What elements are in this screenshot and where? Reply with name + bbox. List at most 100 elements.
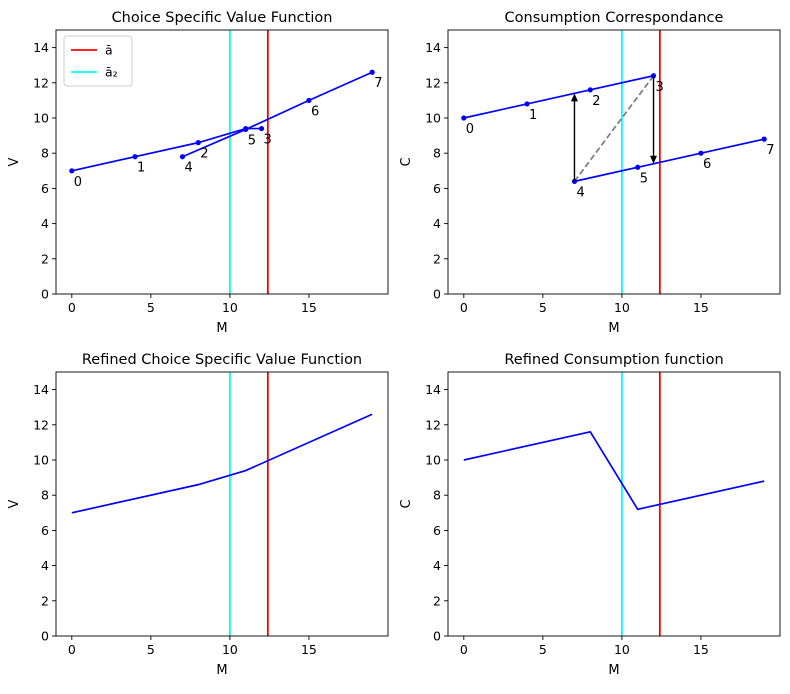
y-tick-label: 4 (41, 216, 49, 231)
legend: ā ā₂ (63, 35, 133, 87)
axes-frame (55, 29, 389, 295)
chart-title: Consumption Correspondance (505, 10, 724, 26)
plot-area: 0 1 2 3 4 5 6 7 (461, 30, 774, 294)
series-line-1 (463, 74, 654, 119)
y-tick-label: 2 (433, 593, 441, 608)
point-label: 7 (766, 143, 774, 158)
y-tick-label: 8 (433, 146, 441, 161)
chart-title: Refined Choice Specific Value Function (82, 352, 362, 368)
data-point (369, 69, 375, 75)
y-tick-label: 8 (41, 146, 49, 161)
y-tick-label: 2 (433, 251, 441, 266)
legend-label: ā₂ (105, 65, 118, 80)
legend-label: ā (105, 43, 113, 58)
data-point (179, 154, 186, 160)
x-tick-label: 15 (693, 300, 709, 315)
y-tick-label: 0 (41, 287, 49, 302)
x-tick-label: 5 (147, 300, 155, 315)
y-tick-label: 0 (41, 629, 49, 644)
y-tick-label: 6 (433, 181, 441, 196)
point-label: 1 (137, 161, 145, 176)
x-tick-label: 5 (147, 642, 155, 657)
point-label: 6 (311, 104, 319, 119)
data-point (132, 154, 138, 160)
x-tick-label: 5 (539, 642, 547, 657)
x-tick-label: 15 (301, 300, 317, 315)
data-point (306, 97, 312, 103)
point-label: 6 (703, 157, 711, 172)
data-point (587, 87, 593, 93)
data-point (635, 164, 641, 170)
y-tick-label: 4 (41, 558, 49, 573)
point-label: 0 (466, 122, 474, 137)
series-line-2 (182, 71, 373, 158)
y-tick-label: 2 (41, 593, 49, 608)
x-tick-label: 15 (301, 642, 317, 657)
y-tick-label: 10 (33, 111, 49, 126)
x-axis-label: M (216, 663, 227, 678)
y-tick-label: 8 (41, 488, 49, 503)
x-tick-label: 15 (693, 642, 709, 657)
point-label: 3 (264, 133, 272, 148)
chart-panel-3: Refined Choice Specific Value Function 0 5… (7, 352, 389, 678)
chart-title: Choice Specific Value Function (112, 10, 333, 26)
data-point (524, 101, 530, 107)
dashed-connector (573, 75, 655, 182)
data-point (69, 168, 75, 174)
point-label: 4 (576, 185, 584, 200)
y-tick-label: 14 (33, 40, 49, 55)
y-tick-label: 14 (425, 40, 441, 55)
point-label: 3 (656, 80, 664, 95)
y-tick-label: 4 (433, 558, 441, 573)
chart-panel-4: Refined Consumption function 0 5 10 15 0 2 4 6 8 1… (399, 352, 781, 678)
x-tick-label: 0 (68, 642, 76, 657)
plot-area (463, 372, 765, 636)
x-axis-label: M (216, 321, 227, 336)
series-line-1 (71, 413, 373, 514)
y-axis-label: V (7, 157, 22, 166)
x-tick-label: 10 (614, 300, 630, 315)
y-tick-label: 10 (425, 111, 441, 126)
x-tick-label: 10 (222, 642, 238, 657)
y-axis-label: V (7, 499, 22, 508)
y-tick-label: 12 (425, 75, 441, 90)
axes-frame (55, 371, 389, 637)
x-tick-label: 0 (460, 642, 468, 657)
data-point (461, 115, 467, 121)
point-label: 2 (592, 94, 600, 109)
y-tick-label: 12 (425, 417, 441, 432)
data-point (698, 150, 704, 156)
y-tick-label: 12 (33, 75, 49, 90)
y-tick-label: 4 (433, 216, 441, 231)
x-axis-label: M (608, 321, 619, 336)
plot-area (71, 372, 373, 636)
y-tick-label: 6 (41, 523, 49, 538)
y-tick-label: 14 (33, 382, 49, 397)
x-tick-label: 0 (460, 300, 468, 315)
y-axis-label: C (399, 157, 414, 166)
y-tick-label: 12 (33, 417, 49, 432)
y-tick-label: 10 (33, 453, 49, 468)
y-tick-label: 14 (425, 382, 441, 397)
y-tick-label: 2 (41, 251, 49, 266)
data-point (243, 126, 249, 133)
y-tick-label: 6 (433, 523, 441, 538)
point-label: 1 (529, 108, 537, 123)
x-tick-label: 10 (614, 642, 630, 657)
y-tick-label: 8 (433, 488, 441, 503)
y-tick-label: 0 (433, 287, 441, 302)
series-line-2 (574, 138, 765, 183)
point-label: 0 (74, 175, 82, 190)
data-point (195, 140, 201, 146)
point-label: 5 (248, 133, 256, 148)
axes-frame (447, 371, 781, 637)
axes-frame (447, 29, 781, 295)
x-tick-label: 5 (539, 300, 547, 315)
x-tick-label: 10 (222, 300, 238, 315)
y-tick-label: 10 (425, 453, 441, 468)
y-tick-label: 0 (433, 629, 441, 644)
arrow (650, 75, 658, 164)
